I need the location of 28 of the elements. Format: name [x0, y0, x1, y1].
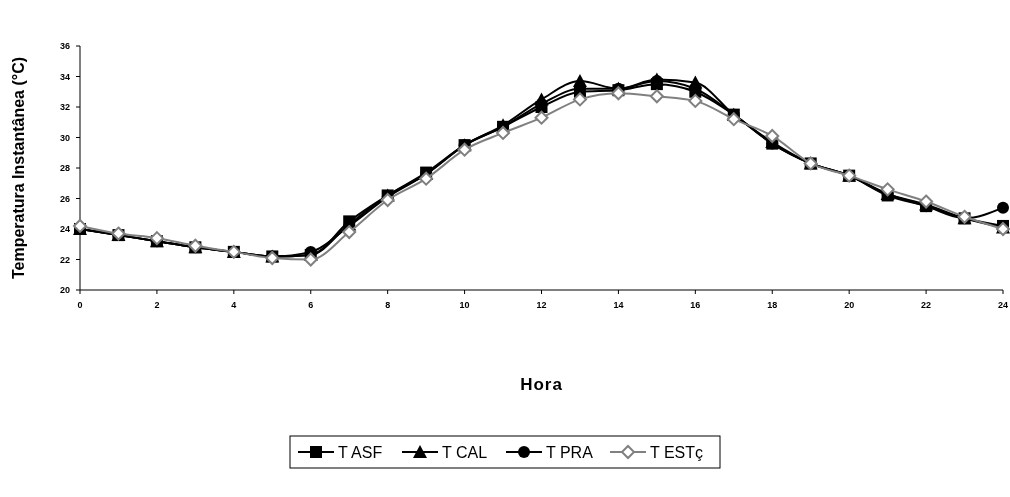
- x-tick-label: 20: [844, 300, 855, 310]
- y-tick-label: 28: [59, 163, 70, 173]
- x-tick-label: 14: [613, 300, 624, 310]
- x-axis-title: Hora: [520, 375, 563, 394]
- y-tick-label: 20: [59, 285, 70, 295]
- x-tick-label: 10: [459, 300, 470, 310]
- x-tick-label: 24: [997, 300, 1009, 310]
- x-tick-label: 8: [385, 300, 391, 310]
- legend-label: T PRA: [546, 444, 594, 461]
- y-tick-label: 32: [59, 102, 70, 112]
- x-tick-label: 4: [231, 300, 237, 310]
- y-tick-label: 22: [59, 254, 70, 265]
- x-tick-label: 16: [690, 300, 701, 310]
- y-axis-title: Temperatura Instantânea (°C): [10, 56, 27, 280]
- x-tick-label: 0: [77, 300, 83, 310]
- legend-label: T CAL: [442, 444, 488, 461]
- legend-label: T ASF: [338, 444, 383, 461]
- y-tick-label: 36: [59, 41, 70, 51]
- y-tick-label: 26: [59, 193, 70, 204]
- legend-label: T ESTç: [650, 444, 704, 461]
- x-tick-label: 6: [308, 300, 314, 310]
- x-tick-label: 2: [154, 300, 160, 310]
- y-tick-label: 30: [59, 132, 70, 143]
- y-tick-label: 34: [59, 71, 70, 82]
- x-tick-label: 18: [767, 300, 778, 310]
- x-tick-label: 12: [536, 300, 547, 310]
- x-tick-label: 22: [921, 300, 932, 310]
- y-tick-label: 24: [59, 224, 70, 234]
